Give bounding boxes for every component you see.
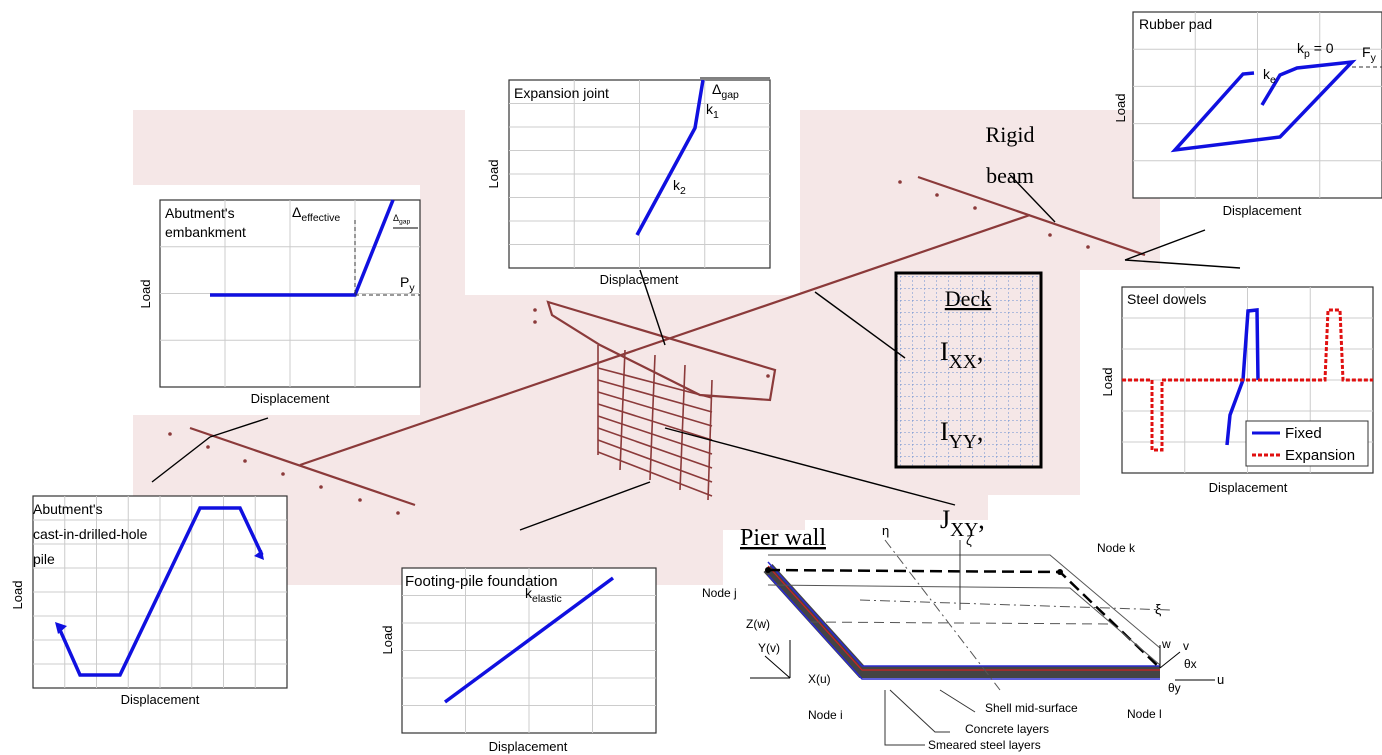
- deck-box: [894, 271, 1043, 469]
- label: Node i: [808, 708, 843, 722]
- bridge-model: [168, 175, 1146, 515]
- label-base: I: [940, 337, 949, 366]
- label: embankment: [165, 224, 246, 240]
- label: Load: [1113, 94, 1128, 123]
- label: Fy: [1362, 44, 1377, 64]
- label-sub: XY: [950, 520, 978, 541]
- label: k1: [706, 101, 719, 121]
- label-base: k: [706, 101, 714, 117]
- label-sub: y: [409, 282, 415, 294]
- label: Abutment's: [165, 205, 235, 221]
- label-base: Δ: [712, 81, 721, 97]
- label: k2: [673, 177, 686, 197]
- label-sub: y: [1371, 52, 1377, 64]
- label-sub: e: [1270, 74, 1276, 86]
- label-sub: 2: [680, 185, 686, 197]
- label: Z(w): [746, 617, 770, 631]
- label-base: Δ: [393, 213, 399, 223]
- label: IYY,: [940, 417, 983, 453]
- label: X(u): [808, 672, 831, 686]
- label: Displacement: [1209, 480, 1288, 495]
- label-tail: ,: [977, 417, 984, 446]
- label: u: [1217, 672, 1224, 687]
- label: Steel dowels: [1127, 291, 1206, 307]
- label: Node l: [1127, 707, 1162, 721]
- label: Rigid: [986, 122, 1035, 147]
- label: Deck: [945, 286, 991, 311]
- label: Displacement: [121, 692, 200, 707]
- label: Concrete layers: [965, 722, 1049, 736]
- label: IXX,: [940, 337, 983, 373]
- label-base: k: [525, 585, 533, 601]
- label: Displacement: [1223, 203, 1302, 218]
- label: v: [1183, 639, 1189, 653]
- label-base: k: [1297, 40, 1305, 56]
- label: Node k: [1097, 541, 1136, 555]
- label: pile: [33, 551, 55, 567]
- label: Expansion joint: [514, 85, 609, 101]
- label: Node j: [702, 586, 737, 600]
- label-sub: 1: [713, 109, 719, 121]
- label: Δgap: [712, 81, 739, 101]
- label: JXY,: [940, 505, 985, 541]
- label-base: P: [400, 274, 409, 290]
- label: Expansion: [1285, 447, 1355, 464]
- label: Load: [1100, 368, 1115, 397]
- label: Smeared steel layers: [928, 738, 1041, 752]
- label-sub: effective: [301, 212, 340, 224]
- label-base: k: [673, 177, 681, 193]
- label: Displacement: [489, 739, 568, 754]
- label: Δeffective: [292, 204, 340, 224]
- label-base: F: [1362, 44, 1371, 60]
- label-tail: ,: [978, 505, 985, 534]
- label: cast-in-drilled-hole: [33, 526, 148, 542]
- label: Fixed: [1285, 425, 1322, 442]
- label-sub: gap: [399, 219, 411, 226]
- label: Load: [138, 280, 153, 309]
- label: Δgap: [393, 213, 411, 226]
- static-texts: Expansion joint Δgapk1k2DisplacementLoadA…: [10, 16, 1377, 754]
- label: Pier wall: [740, 525, 826, 551]
- label: θx: [1184, 657, 1197, 671]
- label: kp = 0: [1297, 40, 1334, 60]
- label: Y(v): [758, 641, 780, 655]
- label: ζ: [966, 533, 972, 548]
- label-base: k: [1263, 66, 1271, 82]
- label: Load: [486, 160, 501, 189]
- label-sub: YY: [949, 432, 977, 453]
- label-sub: XX: [949, 352, 977, 373]
- label-sub: p: [1304, 48, 1310, 60]
- label: Load: [380, 626, 395, 655]
- label: Load: [10, 581, 25, 610]
- label: ke: [1263, 66, 1276, 86]
- label-tail: ,: [977, 337, 984, 366]
- label: Abutment's: [33, 501, 103, 517]
- connectors: [151, 174, 1241, 531]
- curves: [55, 59, 1382, 704]
- label: w: [1161, 637, 1171, 651]
- label: Rubber pad: [1139, 16, 1212, 32]
- label: Displacement: [251, 391, 330, 406]
- label-sub: gap: [721, 89, 739, 101]
- pier-wall-drawing: [750, 539, 1215, 746]
- label-sub: elastic: [532, 593, 562, 605]
- label: Shell mid-surface: [985, 701, 1078, 715]
- label: θy: [1168, 681, 1181, 695]
- label-base: Δ: [292, 204, 301, 220]
- label: Footing-pile foundation: [405, 573, 558, 590]
- label: ξ: [1155, 601, 1161, 617]
- label: Displacement: [600, 272, 679, 287]
- label-tail: = 0: [1310, 40, 1334, 56]
- label: kelastic: [525, 585, 562, 605]
- label: Py: [400, 274, 415, 294]
- label: η: [882, 523, 889, 538]
- label-base: I: [940, 417, 949, 446]
- label-base: J: [940, 505, 950, 534]
- label: beam: [986, 163, 1034, 188]
